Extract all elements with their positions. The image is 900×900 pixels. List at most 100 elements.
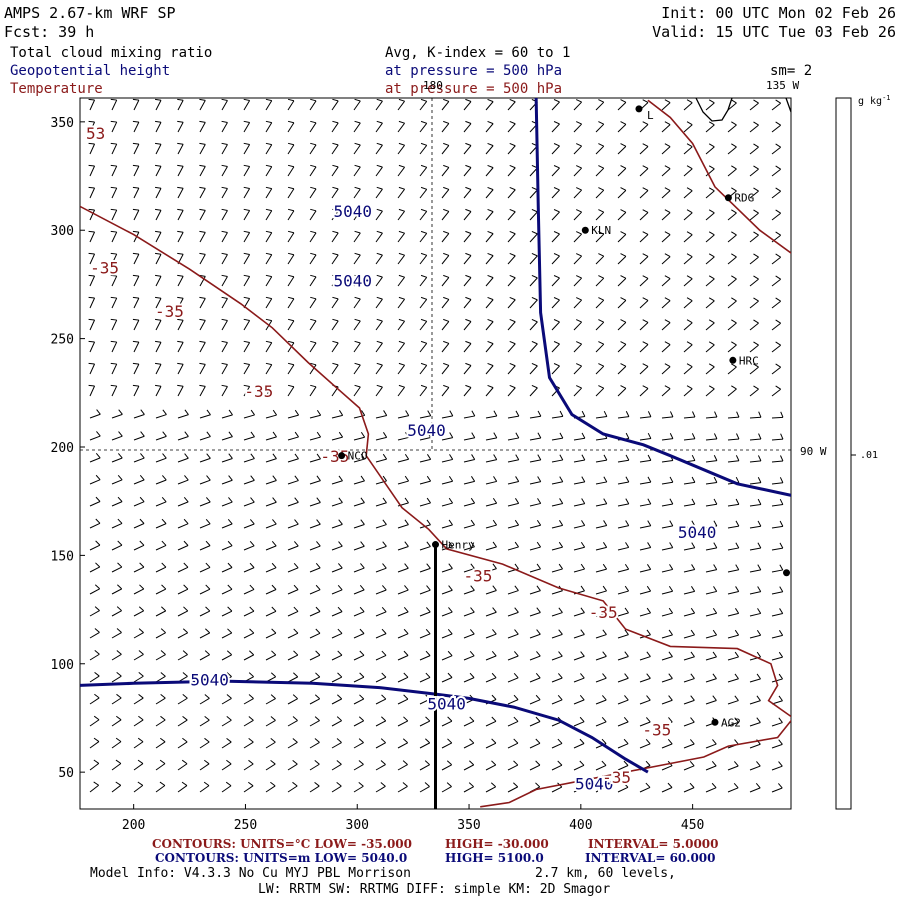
wind-barb	[309, 584, 321, 595]
wind-barb	[221, 475, 233, 485]
wind-barb	[705, 231, 715, 243]
wind-barb	[441, 760, 453, 771]
wind-barb	[419, 497, 431, 507]
wind-barb	[221, 781, 232, 793]
wind-barb	[375, 760, 386, 771]
wind-barb	[617, 231, 627, 243]
wind-barb	[133, 606, 145, 617]
wind-barb	[595, 143, 605, 155]
wind-barb	[749, 564, 762, 573]
wind-barb	[111, 781, 122, 793]
y-tick-label: 250	[51, 333, 74, 348]
wind-barb	[111, 453, 123, 463]
wind-barb	[353, 672, 365, 683]
wind-barb	[529, 563, 541, 573]
wind-barb	[221, 737, 232, 749]
wind-barb	[749, 586, 762, 595]
wind-barb	[287, 318, 295, 331]
height-contour	[534, 98, 791, 497]
wind-barb	[507, 716, 519, 727]
wind-barb	[749, 363, 759, 375]
wind-barb	[749, 411, 762, 419]
wind-barb	[573, 121, 583, 133]
wind-barb	[463, 585, 475, 595]
wind-barb	[309, 362, 317, 375]
wind-barb	[441, 142, 450, 155]
height-label: 5040	[678, 523, 717, 542]
wind-barb	[485, 340, 494, 353]
wind-barb	[199, 606, 211, 617]
wind-barb	[110, 340, 118, 353]
wind-barb	[419, 628, 431, 639]
wind-barb	[771, 187, 781, 199]
wind-barb	[89, 496, 101, 507]
wind-barb	[177, 318, 184, 331]
wind-barb	[309, 186, 317, 199]
station-dot	[338, 452, 346, 460]
wind-barb	[199, 781, 210, 793]
wind-barb	[133, 475, 145, 485]
wind-barb	[551, 454, 564, 463]
wind-barb	[419, 274, 428, 287]
wind-barb	[639, 143, 649, 155]
wind-barb	[221, 186, 228, 199]
wind-barb	[771, 341, 781, 353]
wind-barb	[353, 628, 365, 639]
wind-barb	[287, 164, 295, 177]
wind-barb	[485, 541, 497, 551]
wind-barb	[595, 629, 607, 639]
wind-barb	[132, 186, 140, 199]
wind-barb	[243, 716, 254, 727]
wind-barb	[243, 318, 251, 331]
wind-barb	[727, 253, 737, 265]
wind-barb	[573, 341, 583, 353]
wind-barb	[573, 541, 586, 551]
wind-barb	[617, 385, 627, 397]
wind-barb	[507, 186, 516, 199]
model-info: Model Info: V4.3.3 No Cu MYJ PBL Morriso…	[90, 866, 411, 881]
wind-barb	[573, 563, 586, 573]
wind-barb	[155, 453, 167, 463]
field-cloud-label: Total cloud mixing ratio	[10, 45, 212, 61]
wind-barb	[155, 340, 162, 353]
wind-barb	[397, 519, 409, 529]
wind-barb	[463, 607, 475, 617]
wind-barb	[507, 585, 519, 595]
wind-barb	[88, 142, 96, 155]
wind-barb	[485, 186, 494, 199]
wind-barb	[441, 362, 450, 375]
wind-barb	[331, 431, 344, 441]
wind-barb	[397, 716, 409, 727]
wind-barb	[507, 120, 516, 133]
wind-barb	[309, 431, 322, 441]
wind-barb	[265, 584, 277, 595]
wind-barb	[133, 759, 144, 771]
y-tick-label: 100	[51, 658, 74, 673]
wind-barb	[397, 760, 408, 771]
wind-barb	[661, 739, 673, 749]
wind-barb	[507, 782, 519, 793]
wind-barb	[221, 431, 233, 441]
wind-barb	[133, 650, 144, 661]
wind-barb	[110, 296, 118, 309]
wind-barb	[485, 274, 494, 287]
wind-barb	[309, 760, 320, 771]
wind-barb	[111, 431, 123, 441]
wind-barb	[221, 759, 232, 771]
wind-barb	[661, 143, 671, 155]
wind-barb	[485, 782, 497, 793]
wind-barb	[727, 695, 739, 705]
wind-barb	[595, 607, 607, 617]
wind-barb	[419, 340, 428, 353]
wind-barb	[573, 275, 583, 287]
wind-barb	[221, 340, 228, 353]
wind-barb	[485, 384, 494, 397]
wind-barb	[485, 98, 494, 111]
wind-barb	[353, 716, 365, 727]
wind-barb	[397, 142, 406, 155]
wind-barb	[132, 318, 140, 331]
wind-barb	[353, 738, 364, 749]
wind-barb	[353, 142, 361, 155]
wind-barb	[375, 120, 383, 133]
